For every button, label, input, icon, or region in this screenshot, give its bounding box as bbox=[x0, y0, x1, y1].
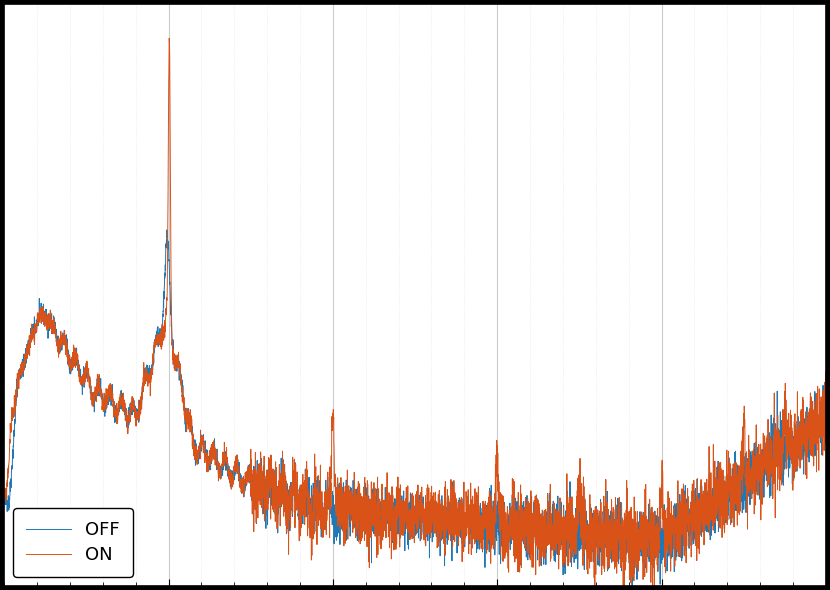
OFF bbox=[492, 512, 502, 519]
OFF bbox=[613, 534, 622, 541]
OFF bbox=[676, 501, 686, 508]
OFF bbox=[821, 419, 830, 426]
ON bbox=[149, 342, 159, 349]
Line: ON: ON bbox=[5, 38, 826, 590]
ON bbox=[164, 35, 174, 42]
ON bbox=[492, 471, 502, 478]
Legend: OFF, ON: OFF, ON bbox=[13, 509, 133, 577]
OFF bbox=[314, 483, 324, 490]
Line: OFF: OFF bbox=[5, 230, 826, 590]
ON bbox=[534, 500, 544, 507]
ON bbox=[676, 498, 686, 505]
ON bbox=[0, 497, 10, 504]
OFF bbox=[149, 347, 159, 354]
ON bbox=[821, 439, 830, 446]
OFF bbox=[0, 498, 10, 505]
ON bbox=[613, 545, 622, 552]
OFF bbox=[627, 589, 637, 590]
OFF bbox=[162, 227, 172, 234]
OFF bbox=[534, 520, 544, 527]
ON bbox=[314, 496, 324, 503]
